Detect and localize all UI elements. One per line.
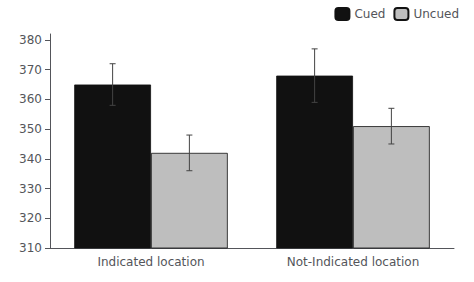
- svg-text:330: 330: [19, 182, 42, 196]
- svg-text:Cued: Cued: [354, 7, 385, 21]
- svg-text:Not-Indicated location: Not-Indicated location: [287, 255, 420, 269]
- svg-text:380: 380: [19, 33, 42, 47]
- svg-text:Uncued: Uncued: [413, 7, 459, 21]
- svg-text:370: 370: [19, 63, 42, 77]
- svg-text:340: 340: [19, 152, 42, 166]
- svg-text:360: 360: [19, 92, 42, 106]
- svg-text:350: 350: [19, 122, 42, 136]
- svg-text:Indicated location: Indicated location: [97, 255, 204, 269]
- svg-text:320: 320: [19, 211, 42, 225]
- svg-text:310: 310: [19, 241, 42, 255]
